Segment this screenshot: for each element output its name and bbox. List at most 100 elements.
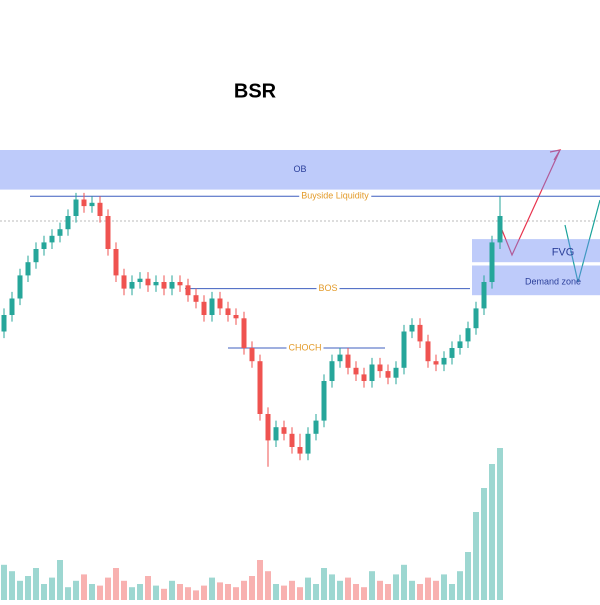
volume-bar (433, 580, 439, 600)
candle-body (65, 216, 71, 230)
volume-bar (169, 580, 175, 600)
arrow-head (549, 149, 562, 161)
candle-body (153, 282, 159, 286)
candle-body (9, 298, 15, 315)
candle-body (401, 331, 407, 368)
candle-body (257, 361, 263, 414)
candle-body (233, 315, 239, 319)
volume-bar (449, 584, 455, 600)
candle-body (489, 242, 495, 282)
volume-bar (289, 580, 295, 600)
volume-bar (281, 585, 287, 600)
candle-body (361, 374, 367, 381)
volume-bar (193, 590, 199, 600)
volume-bar (161, 588, 167, 600)
volume-bar (393, 574, 399, 600)
zone-label: OB (293, 164, 306, 174)
candle-body (417, 324, 423, 342)
candle-body (169, 282, 175, 289)
candle-body (409, 324, 415, 332)
volume-bar (401, 564, 407, 600)
candle-body (433, 361, 439, 365)
candle-body (249, 348, 255, 362)
projection-alt (564, 199, 600, 283)
volume-bar (25, 576, 31, 600)
volume-bar (249, 576, 255, 600)
candle-body (369, 364, 375, 381)
volume-bar (129, 587, 135, 600)
volume-bar (497, 448, 503, 600)
candle-body (89, 202, 95, 207)
volume-bar (409, 580, 415, 600)
volume-bar (233, 587, 239, 600)
volume-bar (145, 576, 151, 600)
candle-body (321, 381, 327, 421)
volume-bar (177, 584, 183, 600)
volume-bar (345, 577, 351, 600)
candle-body (137, 278, 143, 282)
volume-bar (313, 584, 319, 600)
candle-body (97, 202, 103, 216)
volume-bar (73, 580, 79, 600)
projection-up (499, 149, 561, 257)
candle-body (185, 285, 191, 296)
volume-bar (121, 580, 127, 600)
candle-body (385, 371, 391, 378)
volume-bar (273, 584, 279, 600)
candle-body (217, 298, 223, 309)
volume-bar (465, 552, 471, 600)
volume-bar (321, 568, 327, 600)
volume-bar (89, 584, 95, 600)
volume-bar (417, 584, 423, 600)
zone (0, 150, 600, 190)
level-label: CHOCH (289, 342, 322, 352)
candle-body (481, 282, 487, 309)
volume-bar (105, 577, 111, 600)
zone (472, 239, 600, 263)
candle-body (17, 275, 23, 299)
volume-bar (329, 574, 335, 600)
candle-body (177, 282, 183, 286)
volume-bar (369, 571, 375, 600)
volume-bar (489, 464, 495, 600)
candle-body (129, 282, 135, 289)
candle-body (105, 216, 111, 249)
volume-bar (41, 584, 47, 600)
chart-title: BSR (234, 80, 277, 102)
volume-bar (361, 587, 367, 600)
volume-bar (185, 587, 191, 600)
candle-body (161, 282, 167, 289)
label-bg (316, 282, 340, 293)
volume-bar (1, 564, 7, 600)
volume-bar (113, 568, 119, 600)
candle-body (449, 348, 455, 358)
candle-body (281, 427, 287, 434)
candle-body (305, 433, 311, 454)
candle-body (337, 354, 343, 362)
candle-body (81, 199, 87, 207)
zone-label: Demand zone (525, 277, 581, 287)
volume-bar (257, 560, 263, 600)
volume-bar (209, 577, 215, 600)
volume-bar (305, 577, 311, 600)
candle-body (121, 275, 127, 289)
volume-bar (353, 584, 359, 600)
volume-bar (385, 584, 391, 600)
candle-body (1, 315, 7, 332)
candle-body (393, 367, 399, 378)
zone-label: FVG (552, 247, 575, 259)
candle-body (41, 242, 47, 249)
candle-body (145, 278, 151, 286)
volume-bar (49, 577, 55, 600)
volume-bar (265, 571, 271, 600)
volume-bar (153, 585, 159, 600)
volume-bar (97, 585, 103, 600)
volume-bar (441, 574, 447, 600)
volume-bar (241, 580, 247, 600)
candle-body (297, 447, 303, 454)
candle-body (329, 361, 335, 381)
candle-body (425, 341, 431, 362)
candle-body (225, 308, 231, 315)
volume-bar (473, 512, 479, 600)
candle-body (457, 341, 463, 348)
